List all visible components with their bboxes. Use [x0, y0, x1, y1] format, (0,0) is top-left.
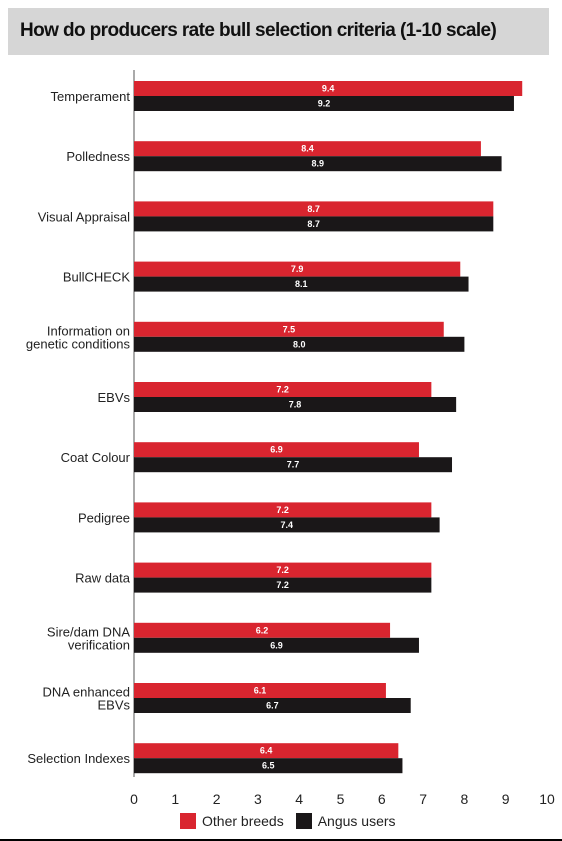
x-tick-label-3: 3 — [254, 791, 262, 807]
x-tick-label-2: 2 — [213, 791, 221, 807]
bar-other-breeds-7 — [134, 442, 419, 458]
x-tick-label-6: 6 — [378, 791, 386, 807]
data-label-angus-users-9: 7.2 — [276, 580, 289, 590]
category-label-8: Pedigree — [78, 510, 130, 525]
bar-other-breeds-8 — [134, 502, 432, 518]
category-label-9: Raw data — [75, 571, 131, 586]
category-label-5-line-2: genetic conditions — [26, 336, 131, 351]
bar-angus-users-9 — [134, 577, 432, 593]
category-label-6: EBVs — [97, 390, 130, 405]
category-label-1: Temperament — [51, 89, 131, 104]
bar-angus-users-1 — [134, 96, 514, 111]
data-label-other-breeds-5: 7.5 — [283, 324, 296, 334]
legend-swatch-other-breeds — [180, 813, 196, 829]
data-label-other-breeds-2: 8.4 — [301, 144, 314, 154]
bar-other-breeds-12 — [134, 743, 399, 759]
data-label-angus-users-11: 6.7 — [266, 701, 279, 711]
x-tick-label-9: 9 — [502, 791, 510, 807]
data-label-other-breeds-6: 7.2 — [276, 385, 289, 395]
bottom-rule — [0, 839, 562, 841]
data-label-other-breeds-8: 7.2 — [276, 505, 289, 515]
data-label-angus-users-6: 7.8 — [289, 400, 302, 410]
bar-other-breeds-6 — [134, 382, 432, 397]
x-tick-label-10: 10 — [539, 791, 555, 807]
data-label-other-breeds-10: 6.2 — [256, 625, 269, 635]
data-label-other-breeds-9: 7.2 — [276, 565, 289, 575]
data-label-other-breeds-1: 9.4 — [322, 84, 335, 94]
bar-other-breeds-10 — [134, 622, 391, 638]
category-label-3: Visual Appraisal — [38, 209, 130, 224]
x-tick-label-7: 7 — [419, 791, 427, 807]
bar-other-breeds-9 — [134, 562, 432, 578]
bar-other-breeds-4 — [134, 261, 461, 277]
legend-label-other-breeds: Other breeds — [202, 813, 284, 829]
data-label-angus-users-4: 8.1 — [295, 279, 308, 289]
bar-angus-users-10 — [134, 637, 419, 653]
bar-angus-users-8 — [134, 517, 440, 533]
category-label-10-line-2: verification — [68, 637, 130, 652]
category-label-11-line-1: DNA enhanced — [43, 685, 130, 700]
chart-title-bar: How do producers rate bull selection cri… — [8, 8, 549, 55]
bar-other-breeds-5 — [134, 321, 444, 337]
category-label-12: Selection Indexes — [27, 751, 130, 766]
data-label-angus-users-10: 6.9 — [270, 640, 283, 650]
legend-label-angus-users: Angus users — [317, 813, 396, 829]
bar-angus-users-11 — [134, 698, 411, 713]
bar-angus-users-12 — [134, 758, 403, 774]
bar-angus-users-5 — [134, 336, 465, 352]
data-label-other-breeds-3: 8.7 — [307, 204, 320, 214]
legend-item-other-breeds: Other breeds — [180, 813, 284, 829]
data-label-angus-users-1: 9.2 — [318, 99, 331, 109]
bar-angus-users-4 — [134, 276, 469, 292]
data-label-other-breeds-11: 6.1 — [254, 686, 267, 696]
category-label-7: Coat Colour — [61, 450, 131, 465]
legend-swatch-angus-users — [295, 813, 312, 829]
data-label-other-breeds-4: 7.9 — [291, 264, 304, 274]
bar-other-breeds-11 — [134, 683, 386, 698]
bar-other-breeds-1 — [134, 81, 523, 96]
x-tick-label-5: 5 — [337, 791, 345, 807]
legend: Other breeds Angus users — [180, 813, 408, 829]
data-label-angus-users-2: 8.9 — [312, 159, 325, 169]
data-label-angus-users-8: 7.4 — [281, 520, 294, 530]
chart-title: How do producers rate bull selection cri… — [20, 20, 497, 41]
bar-angus-users-3 — [134, 216, 494, 232]
bar-angus-users-6 — [134, 397, 457, 412]
data-label-other-breeds-7: 6.9 — [270, 445, 283, 455]
data-label-angus-users-3: 8.7 — [307, 219, 320, 229]
data-label-angus-users-5: 8.0 — [293, 339, 306, 349]
bar-other-breeds-3 — [134, 201, 494, 217]
category-label-4: BullCHECK — [63, 270, 131, 285]
x-tick-label-4: 4 — [295, 791, 303, 807]
bar-angus-users-2 — [134, 156, 502, 172]
data-label-angus-users-12: 6.5 — [262, 761, 275, 771]
category-label-2: Polledness — [66, 149, 130, 164]
data-label-angus-users-7: 7.7 — [287, 460, 300, 470]
bar-angus-users-7 — [134, 457, 453, 473]
x-tick-label-1: 1 — [171, 791, 179, 807]
x-tick-label-0: 0 — [130, 791, 138, 807]
x-tick-label-8: 8 — [461, 791, 469, 807]
category-label-11-line-2: EBVs — [97, 698, 130, 713]
category-label-5-line-1: Information on — [47, 323, 130, 338]
legend-item-angus-users: Angus users — [295, 813, 396, 829]
bar-other-breeds-2 — [134, 141, 481, 157]
category-label-10-line-1: Sire/dam DNA — [47, 624, 130, 639]
data-label-other-breeds-12: 6.4 — [260, 746, 273, 756]
